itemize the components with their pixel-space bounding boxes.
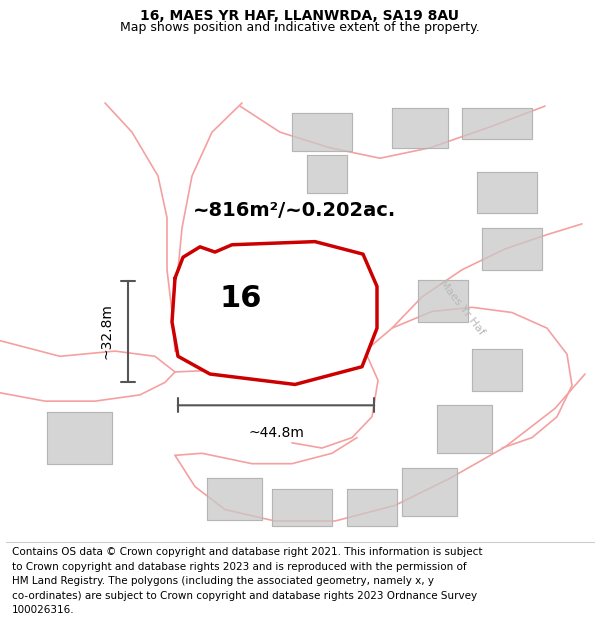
Text: 16: 16 bbox=[219, 284, 262, 312]
Polygon shape bbox=[482, 228, 542, 270]
Polygon shape bbox=[402, 468, 457, 516]
Text: 100026316.: 100026316. bbox=[12, 606, 74, 616]
Polygon shape bbox=[47, 411, 112, 464]
Polygon shape bbox=[172, 242, 377, 384]
Polygon shape bbox=[347, 489, 397, 526]
Polygon shape bbox=[392, 108, 448, 148]
Polygon shape bbox=[307, 155, 347, 192]
Polygon shape bbox=[472, 349, 522, 391]
Text: ~44.8m: ~44.8m bbox=[248, 426, 304, 440]
Text: Maes Yr Haf: Maes Yr Haf bbox=[437, 278, 487, 337]
Text: Map shows position and indicative extent of the property.: Map shows position and indicative extent… bbox=[120, 21, 480, 34]
Text: ~32.8m: ~32.8m bbox=[99, 303, 113, 359]
Text: ~816m²/~0.202ac.: ~816m²/~0.202ac. bbox=[193, 201, 396, 220]
Polygon shape bbox=[477, 172, 537, 214]
Text: HM Land Registry. The polygons (including the associated geometry, namely x, y: HM Land Registry. The polygons (includin… bbox=[12, 576, 434, 586]
Polygon shape bbox=[207, 478, 262, 520]
Text: Contains OS data © Crown copyright and database right 2021. This information is : Contains OS data © Crown copyright and d… bbox=[12, 548, 482, 558]
Polygon shape bbox=[292, 113, 352, 151]
Text: co-ordinates) are subject to Crown copyright and database rights 2023 Ordnance S: co-ordinates) are subject to Crown copyr… bbox=[12, 591, 477, 601]
Text: 16, MAES YR HAF, LLANWRDA, SA19 8AU: 16, MAES YR HAF, LLANWRDA, SA19 8AU bbox=[140, 9, 460, 22]
Polygon shape bbox=[272, 489, 332, 526]
Polygon shape bbox=[418, 280, 468, 322]
Polygon shape bbox=[437, 405, 492, 453]
Text: to Crown copyright and database rights 2023 and is reproduced with the permissio: to Crown copyright and database rights 2… bbox=[12, 562, 467, 572]
Polygon shape bbox=[462, 108, 532, 139]
